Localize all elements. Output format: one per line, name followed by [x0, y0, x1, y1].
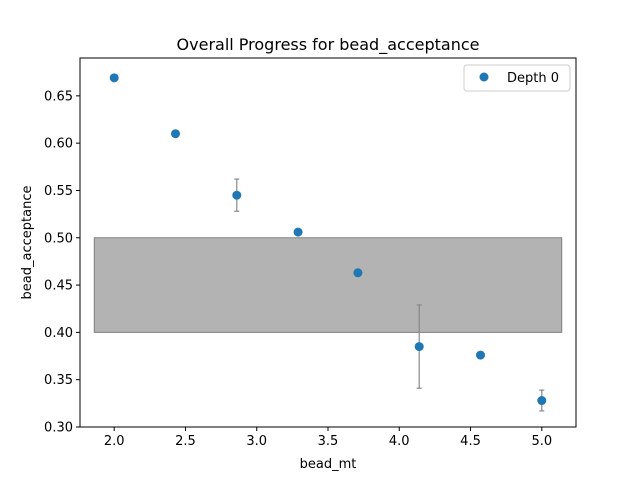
point-layer — [109, 73, 547, 406]
y-tick-label: 0.65 — [44, 89, 73, 104]
data-point — [537, 396, 547, 406]
data-point — [476, 350, 486, 360]
x-tick-label: 2.5 — [175, 434, 196, 449]
y-tick-label: 0.55 — [44, 184, 73, 199]
y-tick-label: 0.40 — [44, 326, 73, 341]
y-tick-label: 0.35 — [44, 373, 73, 388]
x-tick-label: 4.0 — [389, 434, 410, 449]
legend-marker — [479, 72, 489, 82]
x-tick-label: 2.0 — [104, 434, 125, 449]
y-axis-ticks: 0.30 0.35 0.40 0.45 0.50 0.55 0.60 0.65 — [44, 89, 80, 436]
data-point — [353, 268, 363, 278]
data-point — [109, 73, 119, 83]
y-tick-label: 0.60 — [44, 137, 73, 152]
legend-label: Depth 0 — [507, 71, 559, 86]
target-band — [93, 237, 563, 333]
y-tick-label: 0.50 — [44, 231, 73, 246]
data-point — [293, 227, 303, 237]
target-band-layer — [93, 237, 563, 333]
x-tick-label: 5.0 — [531, 434, 552, 449]
x-tick-label: 4.5 — [460, 434, 481, 449]
x-tick-label: 3.0 — [246, 434, 267, 449]
data-point — [170, 129, 180, 139]
legend: Depth 0 — [463, 64, 571, 92]
data-point — [232, 190, 242, 200]
y-axis-label: bead_acceptance — [20, 186, 35, 300]
x-axis-ticks: 2.0 2.5 3.0 3.5 4.0 4.5 5.0 — [104, 427, 552, 449]
y-tick-label: 0.30 — [44, 421, 73, 436]
legend-box — [463, 64, 571, 92]
y-tick-label: 0.45 — [44, 279, 73, 294]
x-axis-label: bead_mt — [300, 457, 357, 472]
data-point — [414, 342, 424, 352]
x-tick-label: 3.5 — [318, 434, 339, 449]
chart-title: Overall Progress for bead_acceptance — [177, 35, 480, 55]
